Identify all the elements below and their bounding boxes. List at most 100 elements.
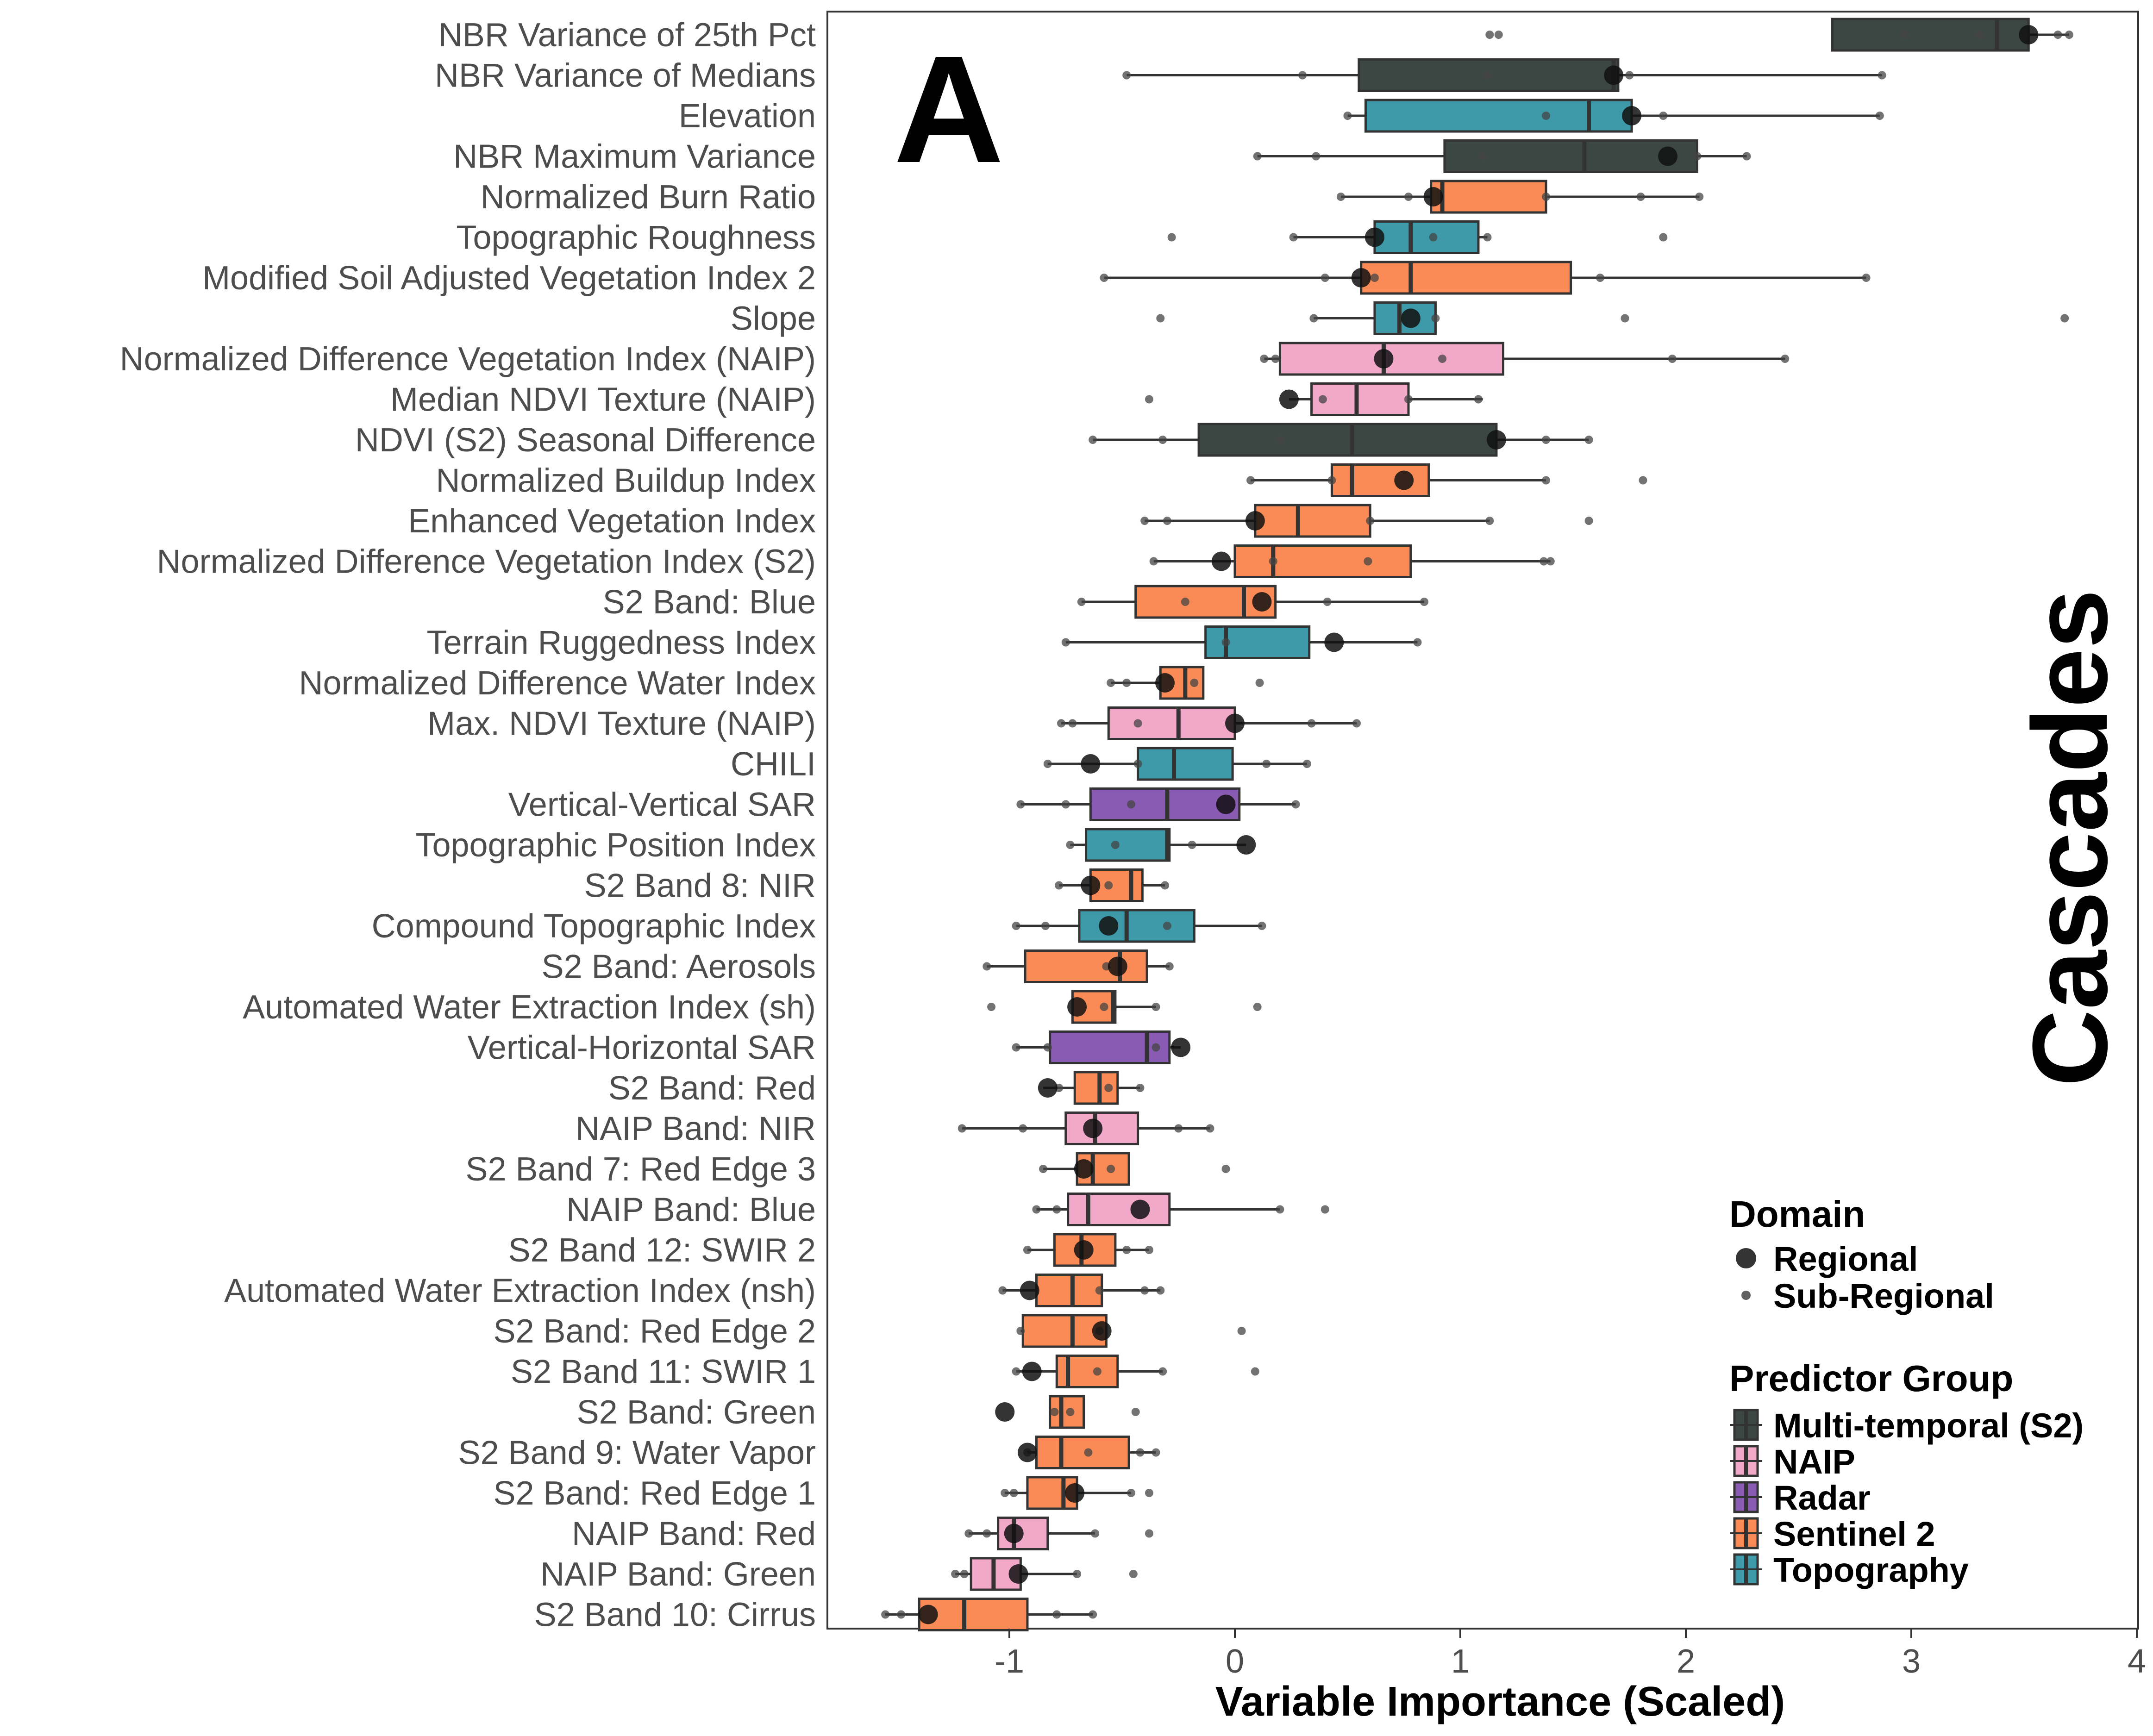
box-iqr [1049,1030,1171,1064]
legend-group-label: Topography [1773,1551,1969,1589]
subregional-point [1693,152,1702,161]
category-label: Max. NDVI Texture (NAIP) [427,706,816,743]
box-row [1001,1476,1153,1510]
subregional-point [1276,436,1284,444]
subregional-point [1104,881,1113,890]
subregional-point [998,1286,1007,1295]
subregional-point [1875,112,1884,120]
subregional-point [881,1610,890,1619]
category-label: S2 Band 9: Water Vapor [458,1435,816,1472]
subregional-point [1190,679,1199,687]
subregional-point [1019,1124,1027,1133]
subregional-point [1781,355,1790,363]
box-row [1122,58,1886,92]
subregional-point [1100,1003,1108,1011]
subregional-point [1066,1408,1075,1416]
subregional-point [1253,1003,1262,1011]
box-iqr [1134,585,1277,619]
regional-point [1486,430,1506,450]
subregional-point [1483,71,1492,80]
x-tick-label: -1 [995,1643,1024,1680]
category-label: S2 Band: Green [577,1394,816,1431]
regional-point [1065,1483,1085,1503]
regional-point [1081,754,1101,774]
regional-point [1423,187,1443,206]
regional-point [1211,551,1231,571]
box-row [958,1112,1214,1145]
box-row [964,1517,1153,1550]
subregional-point [1668,355,1677,363]
category-label: S2 Band: Aerosols [542,949,816,986]
box-iqr [1204,625,1311,659]
legend-group-label: NAIP [1773,1443,1855,1481]
subregional-point [1636,193,1645,201]
box-row [1485,18,2073,52]
regional-point [1604,65,1624,85]
category-label: NAIP Band: NIR [576,1111,816,1148]
category-label: Normalized Difference Water Index [299,665,816,702]
regional-point [1081,875,1101,895]
subregional-point [1156,1286,1165,1295]
subregional-point [1221,638,1230,647]
regional-point [1216,794,1236,814]
regional-point [1017,1443,1037,1462]
category-label: Terrain Ruggedness Index [426,624,816,662]
regional-point [918,1605,938,1624]
subregional-point [960,1570,969,1578]
legend-group-item: Radar [1730,1479,1871,1517]
subregional-point [1900,31,1909,39]
category-label: Modified Soil Adjusted Vegetation Index … [202,260,816,297]
subregional-point [1052,1610,1061,1619]
category-label: Normalized Burn Ratio [481,179,816,216]
category-label: Slope [731,300,816,337]
subregional-point [1100,274,1108,282]
subregional-point [958,1124,966,1133]
subregional-point [1055,881,1064,890]
box-row [1066,828,1256,862]
regional-point [1092,1321,1112,1341]
box-iqr [1360,261,1572,295]
subregional-point [1298,71,1307,80]
legend-group-label: Sentinel 2 [1773,1515,1935,1553]
box-iqr [1024,949,1148,983]
x-tick-label: 2 [1677,1643,1695,1680]
category-label: NAIP Band: Green [540,1556,816,1593]
subregional-point [1107,679,1115,687]
box-row [1012,1355,1259,1388]
subregional-point [1174,1124,1183,1133]
regional-point [1351,268,1371,287]
regional-point [1083,1118,1103,1138]
subregional-point [1023,1246,1032,1254]
subregional-point [1163,922,1171,930]
subregional-point [1221,1165,1230,1173]
box-row [987,990,1262,1024]
subregional-point [1145,1246,1153,1254]
subregional-point [1485,517,1494,525]
subregional-point [1975,31,1984,39]
subregional-point [1127,800,1135,809]
subregional-point [1133,719,1142,728]
subregional-point [1140,1286,1149,1295]
category-label: Normalized Difference Vegetation Index (… [157,543,816,581]
subregional-point [1107,1165,1115,1173]
subregional-point [1066,841,1075,849]
subregional-point [2053,31,2062,39]
subregional-point [1077,598,1086,606]
subregional-point [1318,395,1327,404]
subregional-point [1009,1489,1018,1497]
subregional-point [1043,1043,1052,1052]
subregional-point [1068,719,1077,728]
subregional-point [1429,233,1438,242]
regional-point [1374,349,1394,368]
subregional-point [1152,1003,1160,1011]
subregional-point [964,1529,973,1538]
box-row [1343,99,1884,133]
subregional-point [1145,1529,1153,1538]
category-label: S2 Band: Red Edge 1 [493,1475,816,1512]
subregional-point [1542,112,1551,120]
legend-regional-marker [1736,1248,1756,1268]
box-row [1023,1233,1153,1267]
subregional-point [1122,1246,1131,1254]
